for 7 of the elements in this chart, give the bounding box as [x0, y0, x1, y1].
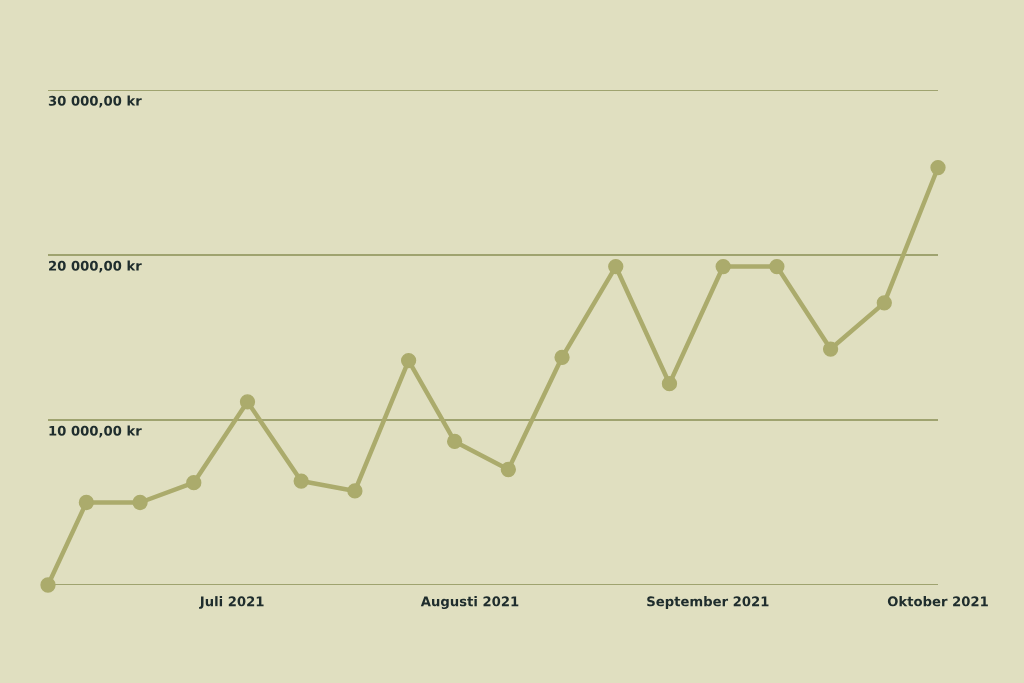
- y-tick-label: 20 000,00 kr: [49, 260, 142, 273]
- y-tick-label: 30 000,00 kr: [48, 95, 142, 108]
- x-tick-label: Augusti 2021: [420, 596, 519, 609]
- x-tick-label: Juli 2021: [199, 596, 264, 609]
- y-tick-label: 10 000,00 kr: [49, 425, 142, 438]
- x-tick-label: September 2021: [647, 596, 769, 609]
- x-tick-label: Oktober 2021: [887, 596, 988, 607]
